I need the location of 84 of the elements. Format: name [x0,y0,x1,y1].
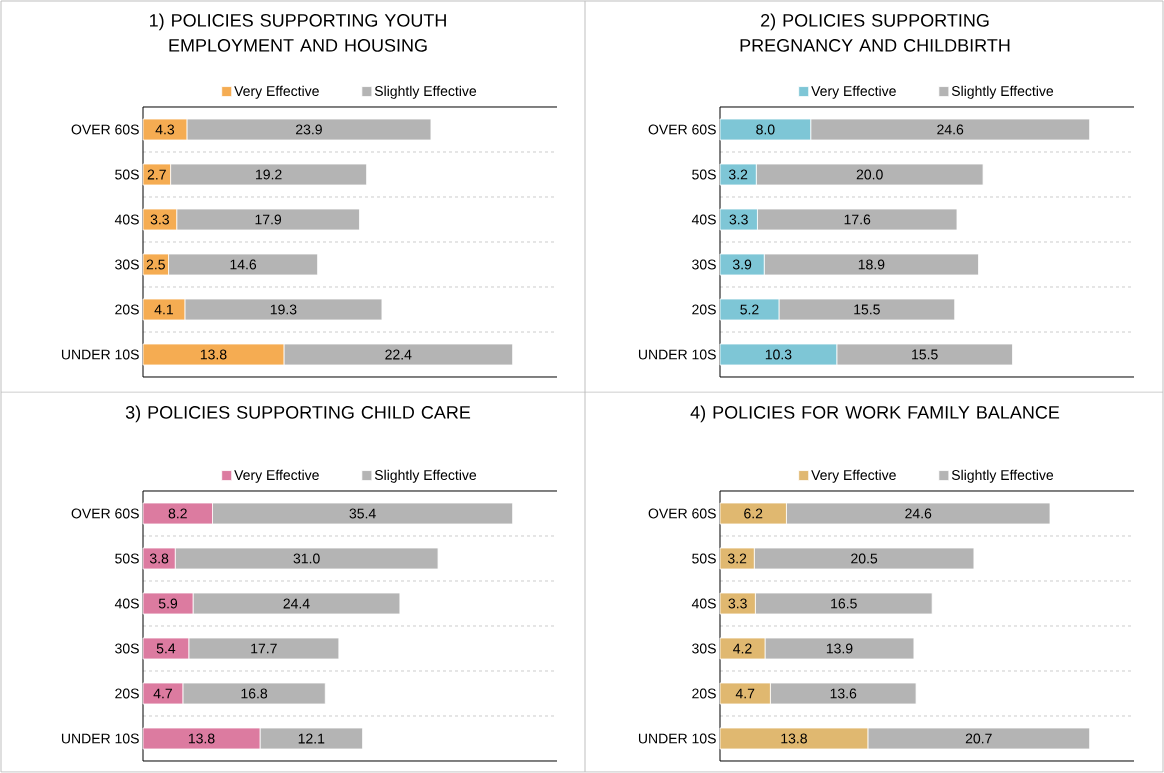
y-tick-label: 30S [692,259,716,270]
data-label: 19.2 [256,169,282,180]
data-label: 5.9 [158,598,178,609]
y-tick-label: UNDER 10S [638,733,716,744]
data-label: 24.6 [905,508,932,519]
data-label: 3.2 [727,553,747,564]
y-tick-label: 30S [115,643,139,654]
y-tick-label: OVER 60S [648,508,716,519]
data-label: 15.5 [854,304,880,315]
data-label: 13.8 [781,733,807,744]
data-label: 2.7 [147,169,166,180]
data-label: 13.6 [830,688,857,699]
y-tick-label: 20S [115,688,139,699]
legend-label: Very Effective [234,469,319,483]
chart-title: 3) POLICIES SUPPORTING CHILD CARE [125,405,471,423]
data-label: 35.4 [349,508,376,519]
data-label: 31.0 [293,553,320,564]
data-label: 8.0 [756,124,775,135]
data-label: 22.4 [385,349,412,360]
data-label: 12.1 [298,733,325,744]
data-label: 3.9 [732,259,752,270]
data-label: 13.8 [188,733,215,744]
data-label: 8.2 [168,508,187,519]
data-label: 23.9 [296,124,322,135]
data-label: 10.3 [765,349,792,360]
chart-title: 2) POLICIES SUPPORTING PREGNANCY AND CHILDBIRTH [740,13,1010,52]
y-tick-label: UNDER 10S [61,733,139,744]
data-label: 16.5 [831,598,857,609]
data-label: 19.3 [270,304,297,315]
y-tick-label: 50S [115,553,139,564]
data-label: 17.6 [844,214,871,225]
data-label: 18.9 [858,259,885,270]
data-label: 3.2 [728,169,748,180]
chart-title: 1) POLICIES SUPPORTING YOUTH EMPLOYMENT AND HOUSING [150,13,446,52]
y-tick-label: 20S [692,688,716,699]
y-tick-label: 30S [692,643,716,654]
y-tick-label: 40S [114,214,139,225]
data-label: 6.2 [744,508,763,519]
data-label: 17.9 [255,214,282,225]
chart-title: 4) POLICIES FOR WORK FAMILY BALANCE [690,405,1060,423]
data-label: 4.7 [735,688,755,699]
data-label: 3.8 [149,553,169,564]
data-label: 13.8 [200,349,227,360]
y-tick-label: 40S [691,214,716,225]
data-label: 5.2 [740,304,759,315]
legend-label: Slightly Effective [374,85,477,99]
data-label: 4.2 [733,643,752,654]
legend-label: Very Effective [234,85,319,99]
data-label: 20.5 [851,553,878,564]
data-label: 4.1 [154,304,173,315]
y-tick-label: 40S [691,598,716,609]
legend-label: Slightly Effective [374,469,477,483]
data-label: 15.5 [912,349,938,360]
data-label: 24.6 [937,124,964,135]
y-tick-label: OVER 60S [648,124,716,135]
y-tick-label: OVER 60S [71,124,139,135]
y-tick-label: 20S [115,304,139,315]
y-tick-label: 50S [692,169,716,180]
legend-label: Very Effective [811,469,896,483]
data-label: 5.4 [156,643,176,654]
data-label: 3.3 [729,214,748,225]
data-label: 24.4 [283,598,310,609]
y-tick-label: 50S [692,553,716,564]
data-label: 3.3 [150,214,169,225]
y-tick-label: 20S [692,304,716,315]
data-label: 16.8 [241,688,268,699]
data-label: 4.3 [155,124,175,135]
y-tick-label: 40S [114,598,139,609]
data-label: 20.7 [965,733,992,744]
y-tick-label: OVER 60S [71,508,139,519]
data-label: 2.5 [146,259,165,270]
data-label: 17.7 [251,643,277,654]
data-label: 20.0 [856,169,883,180]
y-tick-label: 50S [115,169,139,180]
legend-label: Slightly Effective [951,85,1054,99]
data-label: 14.6 [230,259,257,270]
legend-label: Very Effective [811,85,896,99]
y-tick-label: UNDER 10S [61,349,139,360]
y-tick-label: UNDER 10S [638,349,716,360]
data-label: 13.9 [826,643,853,654]
data-label: 3.3 [728,598,747,609]
data-label: 4.7 [153,688,172,699]
legend-label: Slightly Effective [951,469,1054,483]
y-tick-label: 30S [115,259,139,270]
